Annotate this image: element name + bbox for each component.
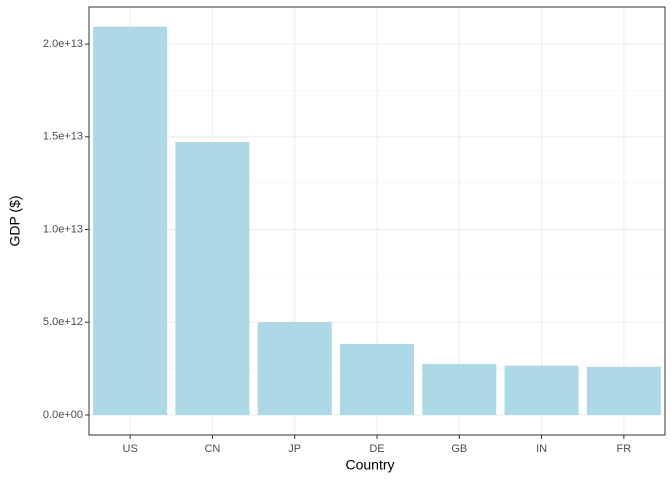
y-tick-label: 1.0e+13: [43, 223, 83, 235]
y-tick-label: 2.0e+13: [43, 38, 83, 50]
bar: [504, 365, 579, 415]
bar: [339, 343, 415, 415]
bar: [257, 322, 332, 415]
panel-border: [88, 6, 666, 436]
bar: [586, 366, 661, 415]
x-tick-label: FR: [617, 443, 632, 455]
bar: [422, 363, 497, 415]
y-tick-label: 0.0e+00: [43, 409, 83, 421]
bar: [175, 142, 250, 415]
y-tick-label: 1.5e+13: [43, 131, 83, 143]
y-tick-label: 5.0e+12: [43, 316, 83, 328]
x-axis-title: Country: [345, 457, 394, 473]
y-axis-title: GDP ($): [7, 195, 23, 246]
x-tick-label: JP: [288, 443, 301, 455]
x-tick-label: IN: [536, 443, 547, 455]
x-tick-label: CN: [204, 443, 220, 455]
x-tick-label: DE: [369, 443, 384, 455]
bar: [93, 26, 168, 415]
x-tick-label: US: [123, 443, 138, 455]
x-tick-label: GB: [451, 443, 467, 455]
